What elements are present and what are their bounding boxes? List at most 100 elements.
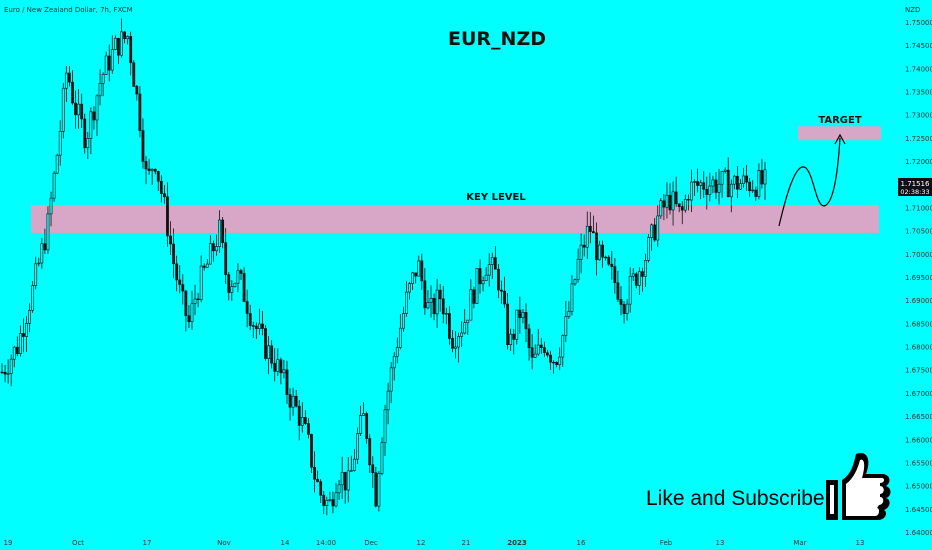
x-tick-label: 2023 [507,539,527,547]
candle-body [447,313,451,339]
candle-body [723,169,727,172]
candle-body [230,286,234,293]
y-tick-label: 1.74500 [905,42,932,50]
target-label: TARGET [818,115,862,126]
y-tick-label: 1.73500 [905,89,932,97]
x-tick-label: Dec [364,539,378,547]
candle-body [18,333,22,354]
candle-body [282,369,286,374]
candle-body [601,244,604,258]
candle-body [337,484,341,494]
candle-body [509,333,513,345]
candle-body [123,31,126,40]
candle-body [441,298,445,315]
candle-body [469,289,473,321]
candle-body [677,203,681,207]
candle-body [656,215,660,241]
candles-group [0,18,767,516]
candle-body [683,198,687,211]
candle-body [270,345,274,364]
candle-body [705,188,709,195]
candle-body [55,154,59,174]
candle-body [98,83,102,97]
candle-body [297,405,301,426]
candle-body [472,289,476,304]
candle-body [279,359,283,374]
candle-body [12,346,16,360]
candle-body [665,194,669,208]
candle-body [411,272,415,284]
y-axis-unit: NZD [905,6,920,14]
candle-body [625,303,629,314]
candle-body [129,36,133,64]
candle-body [196,298,200,301]
candle-body [328,499,332,501]
candle-body [613,266,617,284]
candle-body [561,335,565,358]
candle-body [641,271,644,277]
y-tick-label: 1.75000 [905,19,932,27]
candle-body [414,272,418,277]
candle-body [751,189,755,192]
candle-body [542,347,546,354]
candle-body [711,179,715,187]
candle-body [742,175,745,184]
candle-body [356,433,359,460]
candle-body [101,74,105,84]
candle-body [395,347,399,357]
y-tick-label: 1.68500 [905,320,932,328]
candle-body [83,118,87,149]
candle-body [628,275,632,305]
candle-body [110,49,114,71]
candle-body [524,312,528,330]
candle-body [463,322,467,334]
candle-body [634,273,638,286]
candle-body [0,371,4,374]
candle-body [662,200,666,208]
candle-body [199,265,203,300]
candle-body [340,472,344,486]
y-tick-label: 1.64000 [905,529,932,537]
candle-body [592,231,595,234]
candle-body [527,328,531,348]
candle-body [503,290,506,305]
thumbs-up-icon[interactable] [826,452,891,520]
candle-body [291,395,295,408]
candle-body [619,299,623,305]
candle-body [757,170,761,197]
candle-body [732,175,736,185]
candle-body [172,243,175,265]
candle-body [478,268,482,285]
candle-body [178,279,182,285]
candle-body [555,361,559,366]
candle-body [490,257,494,265]
candle-body [708,185,712,195]
candle-body [426,302,430,309]
y-tick-label: 1.70000 [905,251,932,259]
candle-body [371,464,375,473]
like-subscribe-text[interactable]: Like and Subscribe [646,487,825,510]
candle-body [261,323,264,329]
candle-body [264,328,267,359]
candle-body [285,369,289,395]
candle-body [187,315,191,323]
candle-body [484,274,488,281]
candle-body [564,316,568,336]
candle-body [248,313,252,326]
candle-body [257,323,261,330]
candle-body [558,356,562,366]
y-tick-label: 1.66500 [905,413,932,421]
candle-body [92,111,96,121]
candle-body [22,333,25,337]
candle-body [343,472,347,491]
candle-body [267,345,270,359]
candle-body [28,309,31,324]
candle-body [89,111,93,139]
y-tick-label: 1.70500 [905,228,932,236]
candle-body [43,243,47,251]
target-zone [798,126,881,141]
y-tick-label: 1.72000 [905,158,932,166]
candle-body [86,138,90,149]
